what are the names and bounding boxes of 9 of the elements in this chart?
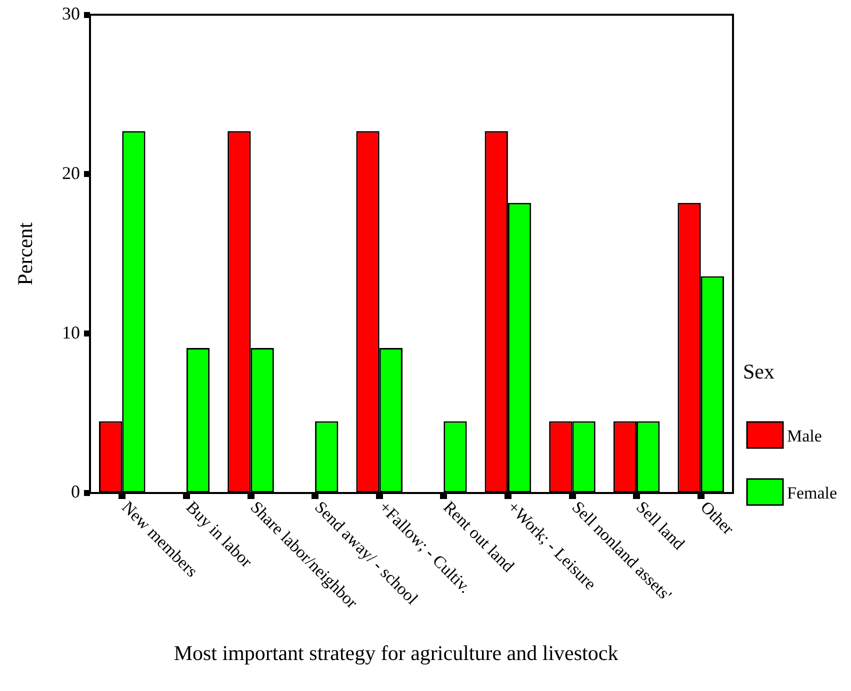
- y-tick-label: 30: [62, 4, 80, 24]
- legend-title: Sex: [743, 360, 775, 384]
- y-axis-title: Percent: [13, 222, 38, 286]
- legend-label: Male: [787, 426, 822, 446]
- y-tick-label: 20: [62, 162, 80, 183]
- y-tick-label: 0: [71, 482, 80, 502]
- legend-label: Female: [787, 483, 838, 502]
- x-axis-title: Most important strategy for agriculture and livestock: [174, 641, 619, 665]
- y-tick-label: 10: [62, 322, 80, 342]
